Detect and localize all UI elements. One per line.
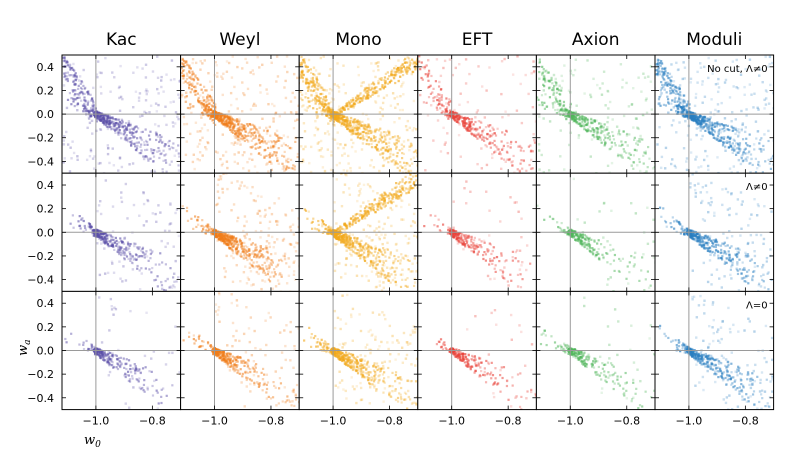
x-tick-label: −1.0 bbox=[438, 415, 465, 428]
y-axis-label-main: w bbox=[16, 345, 31, 356]
x-tick-label: −1.0 bbox=[557, 415, 584, 428]
x-axis-label: w0 bbox=[84, 433, 101, 450]
column-title: Mono bbox=[335, 30, 381, 50]
column-title: Kac bbox=[106, 30, 137, 50]
y-tick-label: −0.2 bbox=[27, 250, 54, 263]
x-tick-label: −1.0 bbox=[676, 415, 703, 428]
panel-grid: No cut, Λ≠0 Λ≠0 Λ=0 bbox=[61, 54, 775, 411]
y-tick-label: 0.0 bbox=[37, 108, 55, 121]
panel bbox=[298, 172, 419, 292]
y-tick-label: 0.2 bbox=[37, 84, 55, 97]
density-cloud bbox=[181, 173, 300, 292]
density-cloud bbox=[658, 294, 774, 410]
panel bbox=[298, 54, 419, 174]
density-cloud bbox=[303, 173, 418, 292]
row-annotation: No cut, Λ≠0 bbox=[707, 64, 767, 75]
y-tick-label: −0.4 bbox=[27, 155, 54, 168]
panel bbox=[535, 172, 656, 292]
x-tick-label: −0.8 bbox=[258, 415, 285, 428]
density-cloud bbox=[182, 291, 300, 410]
x-tick-label: −0.8 bbox=[732, 415, 759, 428]
panel bbox=[417, 54, 537, 174]
panel: Λ≠0 bbox=[654, 172, 775, 292]
panel bbox=[535, 290, 656, 411]
row-annotation: Λ=0 bbox=[746, 300, 768, 311]
density-cloud bbox=[655, 55, 774, 174]
x-tick-label: −0.8 bbox=[613, 415, 640, 428]
panel: No cut, Λ≠0 bbox=[654, 54, 775, 174]
density-cloud bbox=[658, 173, 773, 292]
row-annotation: Λ≠0 bbox=[746, 182, 768, 193]
density-cloud bbox=[418, 55, 537, 174]
column-title: Weyl bbox=[219, 30, 260, 50]
x-tick-label: −0.8 bbox=[495, 415, 522, 428]
density-cloud bbox=[299, 55, 418, 174]
column-titles: Kac Weyl Mono EFT Axion Moduli bbox=[106, 30, 742, 50]
y-tick-label: −0.2 bbox=[27, 368, 54, 381]
y-tick-label: 0.4 bbox=[37, 297, 55, 310]
y-tick-label: 0.4 bbox=[37, 61, 55, 74]
y-tick-label: 0.2 bbox=[37, 203, 55, 216]
x-tick-label: −1.0 bbox=[201, 415, 228, 428]
density-cloud bbox=[62, 55, 181, 174]
y-tick-label: 0.4 bbox=[37, 179, 55, 192]
y-axis-label-sub: a bbox=[23, 339, 33, 344]
panel bbox=[298, 290, 419, 411]
panel: Λ=0 bbox=[654, 290, 775, 411]
panel bbox=[61, 54, 182, 174]
y-tick-label: −0.4 bbox=[27, 274, 54, 287]
panel bbox=[61, 172, 182, 292]
y-tick-label: −0.2 bbox=[27, 132, 54, 145]
density-cloud bbox=[69, 179, 181, 292]
y-tick-label: 0.2 bbox=[37, 321, 55, 334]
density-cloud bbox=[423, 180, 537, 289]
y-tick-label: 0.0 bbox=[37, 226, 55, 239]
x-tick-label: −0.8 bbox=[139, 415, 166, 428]
panel bbox=[417, 172, 537, 292]
y-axis: 0.4 0.2 0.0 −0.2 −0.4 0.4 0.2 0.0 −0.2 −0.4 0.4 0.2… bbox=[27, 61, 54, 405]
column-title: Axion bbox=[572, 30, 620, 50]
y-tick-label: −0.4 bbox=[27, 392, 54, 405]
panel bbox=[535, 54, 656, 174]
panel bbox=[61, 290, 182, 411]
x-axis-label-sub: 0 bbox=[95, 440, 101, 450]
column-title: Moduli bbox=[686, 30, 742, 50]
x-tick-label: −0.8 bbox=[376, 415, 403, 428]
panel bbox=[417, 290, 537, 411]
column-title: EFT bbox=[462, 30, 493, 50]
panel bbox=[180, 172, 300, 292]
x-axis: −1.0 −0.8 −1.0 −0.8 −1.0 −0.8 −1.0 −0.8 −1.0 −0.8… bbox=[83, 415, 759, 428]
y-axis-label: wa bbox=[16, 339, 33, 356]
y-tick-label: 0.0 bbox=[37, 345, 55, 358]
panel bbox=[180, 54, 300, 174]
panel bbox=[180, 290, 300, 411]
x-tick-label: −1.0 bbox=[320, 415, 347, 428]
x-tick-label: −1.0 bbox=[83, 415, 110, 428]
x-axis-label-main: w bbox=[84, 433, 95, 448]
